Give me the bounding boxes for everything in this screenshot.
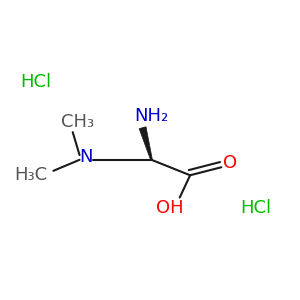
Text: H₃C: H₃C <box>14 166 47 184</box>
Text: HCl: HCl <box>20 73 51 91</box>
Text: CH₃: CH₃ <box>61 113 94 131</box>
Text: HCl: HCl <box>240 199 271 217</box>
Text: NH₂: NH₂ <box>134 107 169 125</box>
Text: O: O <box>223 154 237 172</box>
Text: OH: OH <box>155 199 183 217</box>
Text: N: N <box>79 148 93 166</box>
Polygon shape <box>139 127 152 160</box>
